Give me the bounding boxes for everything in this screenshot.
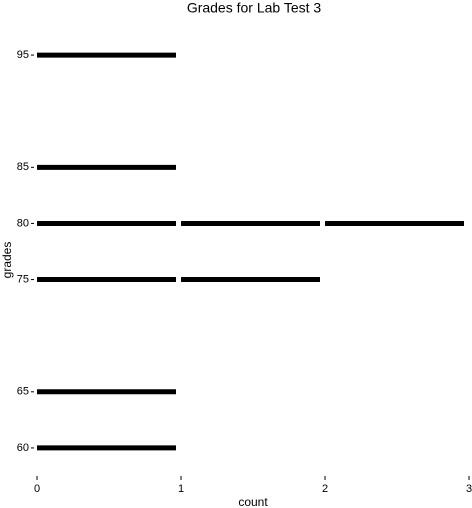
y-tick-label: 65 <box>17 386 29 398</box>
x-tick-label: 2 <box>322 483 328 495</box>
x-tick-label: 1 <box>178 483 184 495</box>
chart-title: Grades for Lab Test 3 <box>187 0 322 16</box>
y-tick-label: 85 <box>17 161 29 173</box>
x-tick-label: 3 <box>466 483 472 495</box>
y-tick-label: 80 <box>17 217 29 229</box>
y-tick-label: 60 <box>17 442 29 454</box>
y-axis-label: grades <box>0 242 14 279</box>
x-axis-label: count <box>238 495 268 508</box>
y-tick-label: 95 <box>17 49 29 61</box>
x-tick-label: 0 <box>34 483 40 495</box>
y-tick-label: 75 <box>17 273 29 285</box>
